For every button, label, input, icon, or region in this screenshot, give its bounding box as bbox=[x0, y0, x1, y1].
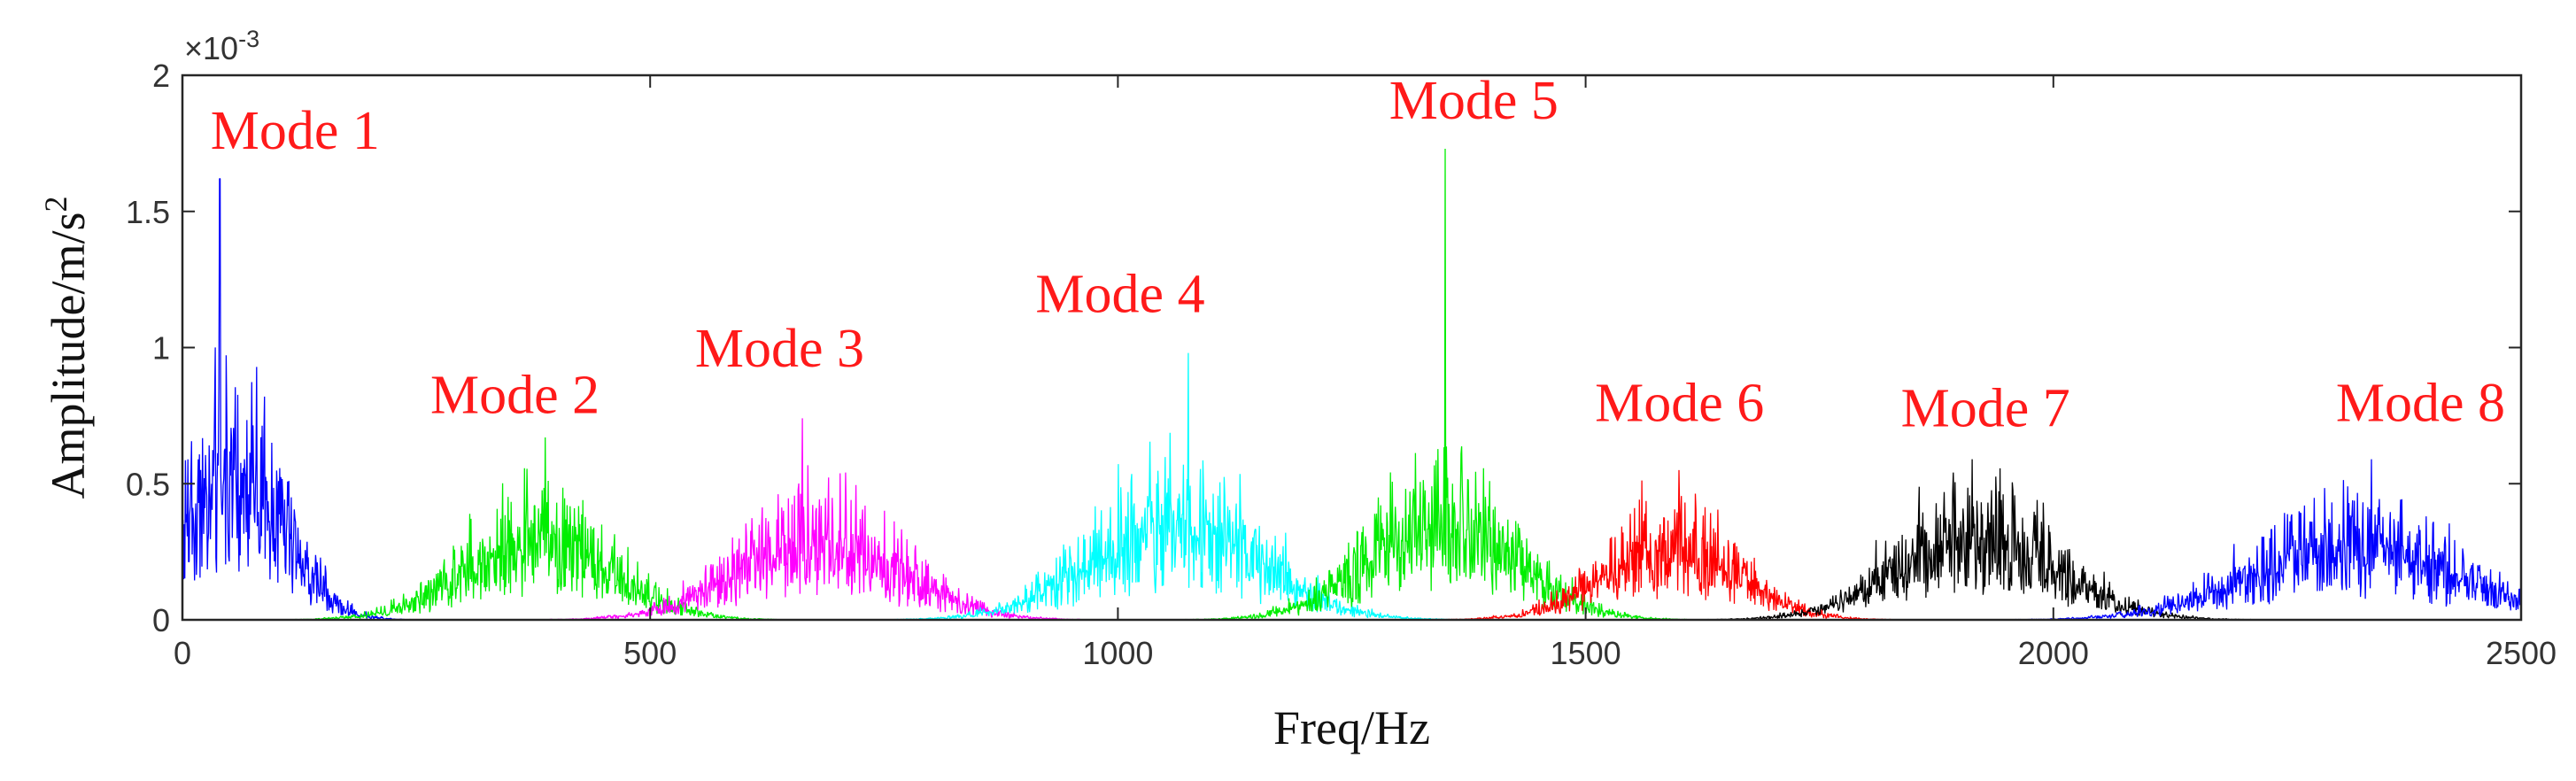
series-4-line bbox=[893, 352, 1465, 621]
y-axis-label: Amplitude/m/s2 bbox=[38, 197, 95, 499]
mode-4-label: Mode 4 bbox=[1035, 265, 1204, 325]
mode-7-label: Mode 7 bbox=[1901, 379, 2070, 439]
series-7-line bbox=[1697, 459, 2270, 621]
mode-1-label: Mode 1 bbox=[211, 101, 380, 161]
ticks-group bbox=[182, 74, 2522, 621]
mode-2-label: Mode 2 bbox=[430, 365, 600, 425]
y-tick-label: 1.5 bbox=[126, 194, 170, 230]
x-tick-label: 2000 bbox=[2018, 635, 2089, 671]
tick-labels-group: 0 500 1000 1500 2000 2500 0 0.5 1 1.5 2 bbox=[126, 58, 2557, 671]
y-tick-label: 2 bbox=[152, 58, 170, 94]
mode-8-label: Mode 8 bbox=[2336, 374, 2505, 434]
x-tick-label: 500 bbox=[623, 635, 677, 671]
x-tick-label: 1000 bbox=[1082, 635, 1153, 671]
y-exponent-base: ×10 bbox=[184, 30, 238, 66]
mode-6-label: Mode 6 bbox=[1595, 374, 1764, 434]
y-axis-label-text: Amplitude/m/s bbox=[42, 213, 95, 499]
x-tick-label: 1500 bbox=[1551, 635, 1621, 671]
y-tick-label: 1 bbox=[152, 330, 170, 367]
series-8-line bbox=[2006, 459, 2522, 621]
y-axis-label-superscript: 2 bbox=[38, 197, 73, 213]
x-tick-label: 2500 bbox=[2486, 635, 2557, 671]
mode-5-label: Mode 5 bbox=[1389, 71, 1559, 131]
series-2-line bbox=[294, 437, 792, 621]
series-5-line bbox=[1173, 148, 1717, 621]
mode-3-label: Mode 3 bbox=[695, 319, 864, 379]
y-tick-label: 0.5 bbox=[126, 466, 170, 502]
x-tick-label: 0 bbox=[174, 635, 191, 671]
series-group bbox=[182, 148, 2522, 621]
series-6-line bbox=[1426, 469, 1922, 621]
y-tick-label: 0 bbox=[152, 602, 170, 638]
y-exponent-label: ×10-3 bbox=[184, 26, 259, 66]
mode-labels-group: Mode 1 Mode 2 Mode 3 Mode 4 Mode 5 Mode 6 Mode… bbox=[211, 71, 2505, 438]
y-exponent-power: -3 bbox=[238, 26, 259, 52]
x-axis-label: Freq/Hz bbox=[1273, 701, 1430, 754]
